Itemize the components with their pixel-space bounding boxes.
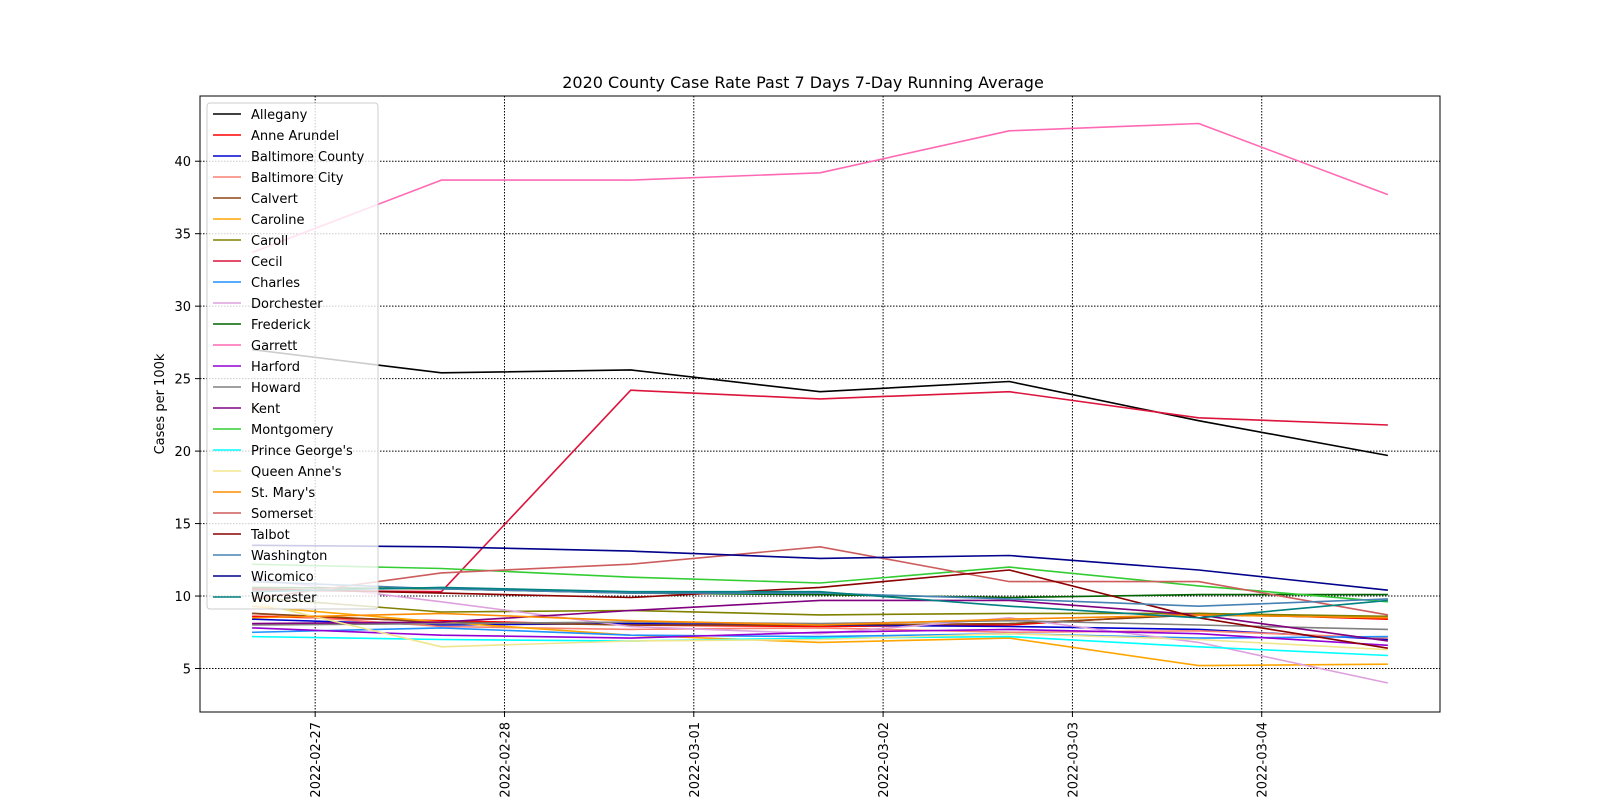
- legend-entry: Caroll: [251, 234, 288, 249]
- series-line-st-mary-s: [252, 612, 1388, 626]
- y-axis-label: Cases per 100k: [153, 353, 168, 454]
- x-tick-label: 2022-03-04: [1256, 722, 1271, 798]
- series-line-allegany: [252, 348, 1389, 457]
- legend-entry: St. Mary's: [251, 486, 315, 501]
- y-tick-label: 35: [174, 228, 191, 243]
- legend-entry: Frederick: [251, 318, 311, 333]
- x-tick-label: 2022-03-01: [688, 722, 703, 798]
- x-tick-label: 2022-03-03: [1066, 722, 1081, 798]
- legend-entry: Caroline: [251, 213, 305, 228]
- y-tick-label: 25: [174, 373, 191, 388]
- series-line-baltimore-city: [252, 612, 1388, 639]
- legend-entry: Howard: [251, 381, 301, 396]
- x-tick-label: 2022-02-28: [498, 722, 513, 798]
- legend-entry: Wicomico: [251, 570, 314, 585]
- x-tick-label: 2022-03-02: [877, 722, 892, 798]
- legend-entry: Baltimore City: [251, 171, 344, 186]
- y-axis: 5 10 15 20 25 30 35 40: [174, 155, 200, 678]
- legend-entry: Prince George's: [251, 444, 353, 459]
- legend-entry: Talbot: [250, 528, 290, 543]
- plot-area-frame: [199, 95, 1441, 713]
- legend-entry: Worcester: [251, 591, 317, 606]
- series-lines: [251, 122, 1389, 684]
- legend-entry: Charles: [251, 276, 300, 291]
- y-tick-label: 5: [183, 663, 191, 678]
- series-line-dorchester: [252, 577, 1389, 684]
- chart-title: 2020 County Case Rate Past 7 Days 7-Day …: [562, 73, 1044, 92]
- series-line-harford: [252, 627, 1388, 647]
- legend: Allegany Anne Arundel Baltimore County Balt…: [206, 102, 379, 610]
- series-line-washington: [252, 580, 1388, 608]
- y-tick-label: 10: [174, 590, 191, 605]
- series-line-wicomico: [252, 544, 1388, 591]
- legend-entry: Queen Anne's: [251, 465, 342, 480]
- legend-entry: Garrett: [251, 339, 297, 354]
- series-line-prince-george-s: [252, 635, 1388, 657]
- legend-entry: Cecil: [251, 255, 282, 270]
- series-line-charles: [252, 627, 1388, 639]
- y-tick-label: 30: [174, 300, 191, 315]
- y-tick-label: 15: [174, 518, 191, 533]
- legend-entry: Dorchester: [251, 297, 323, 312]
- legend-entry: Allegany: [251, 108, 308, 123]
- series-line-caroll: [252, 596, 1388, 618]
- series-line-howard: [252, 619, 1388, 631]
- y-tick-label: 40: [174, 155, 191, 170]
- series-line-queen-anne-s: [251, 601, 1388, 651]
- y-tick-label: 20: [174, 445, 191, 460]
- legend-entry: Calvert: [251, 192, 298, 207]
- series-line-somerset: [251, 545, 1389, 616]
- legend-entry: Anne Arundel: [251, 129, 339, 144]
- legend-entry: Montgomery: [251, 423, 334, 438]
- legend-entry: Harford: [251, 360, 300, 375]
- legend-box: [206, 102, 379, 610]
- series-line-cecil: [252, 389, 1388, 593]
- legend-entry: Somerset: [251, 507, 313, 522]
- legend-entry: Washington: [251, 549, 327, 564]
- series-line-garrett: [251, 122, 1389, 254]
- legend-entry: Kent: [251, 402, 280, 417]
- x-axis: 2022-02-27 2022-02-28 2022-03-01 2022-03-02…: [309, 712, 1271, 798]
- legend-entry: Baltimore County: [251, 150, 365, 165]
- series-line-montgomery: [252, 563, 1388, 603]
- x-tick-label: 2022-02-27: [309, 722, 324, 798]
- series-line-worcester: [252, 586, 1388, 619]
